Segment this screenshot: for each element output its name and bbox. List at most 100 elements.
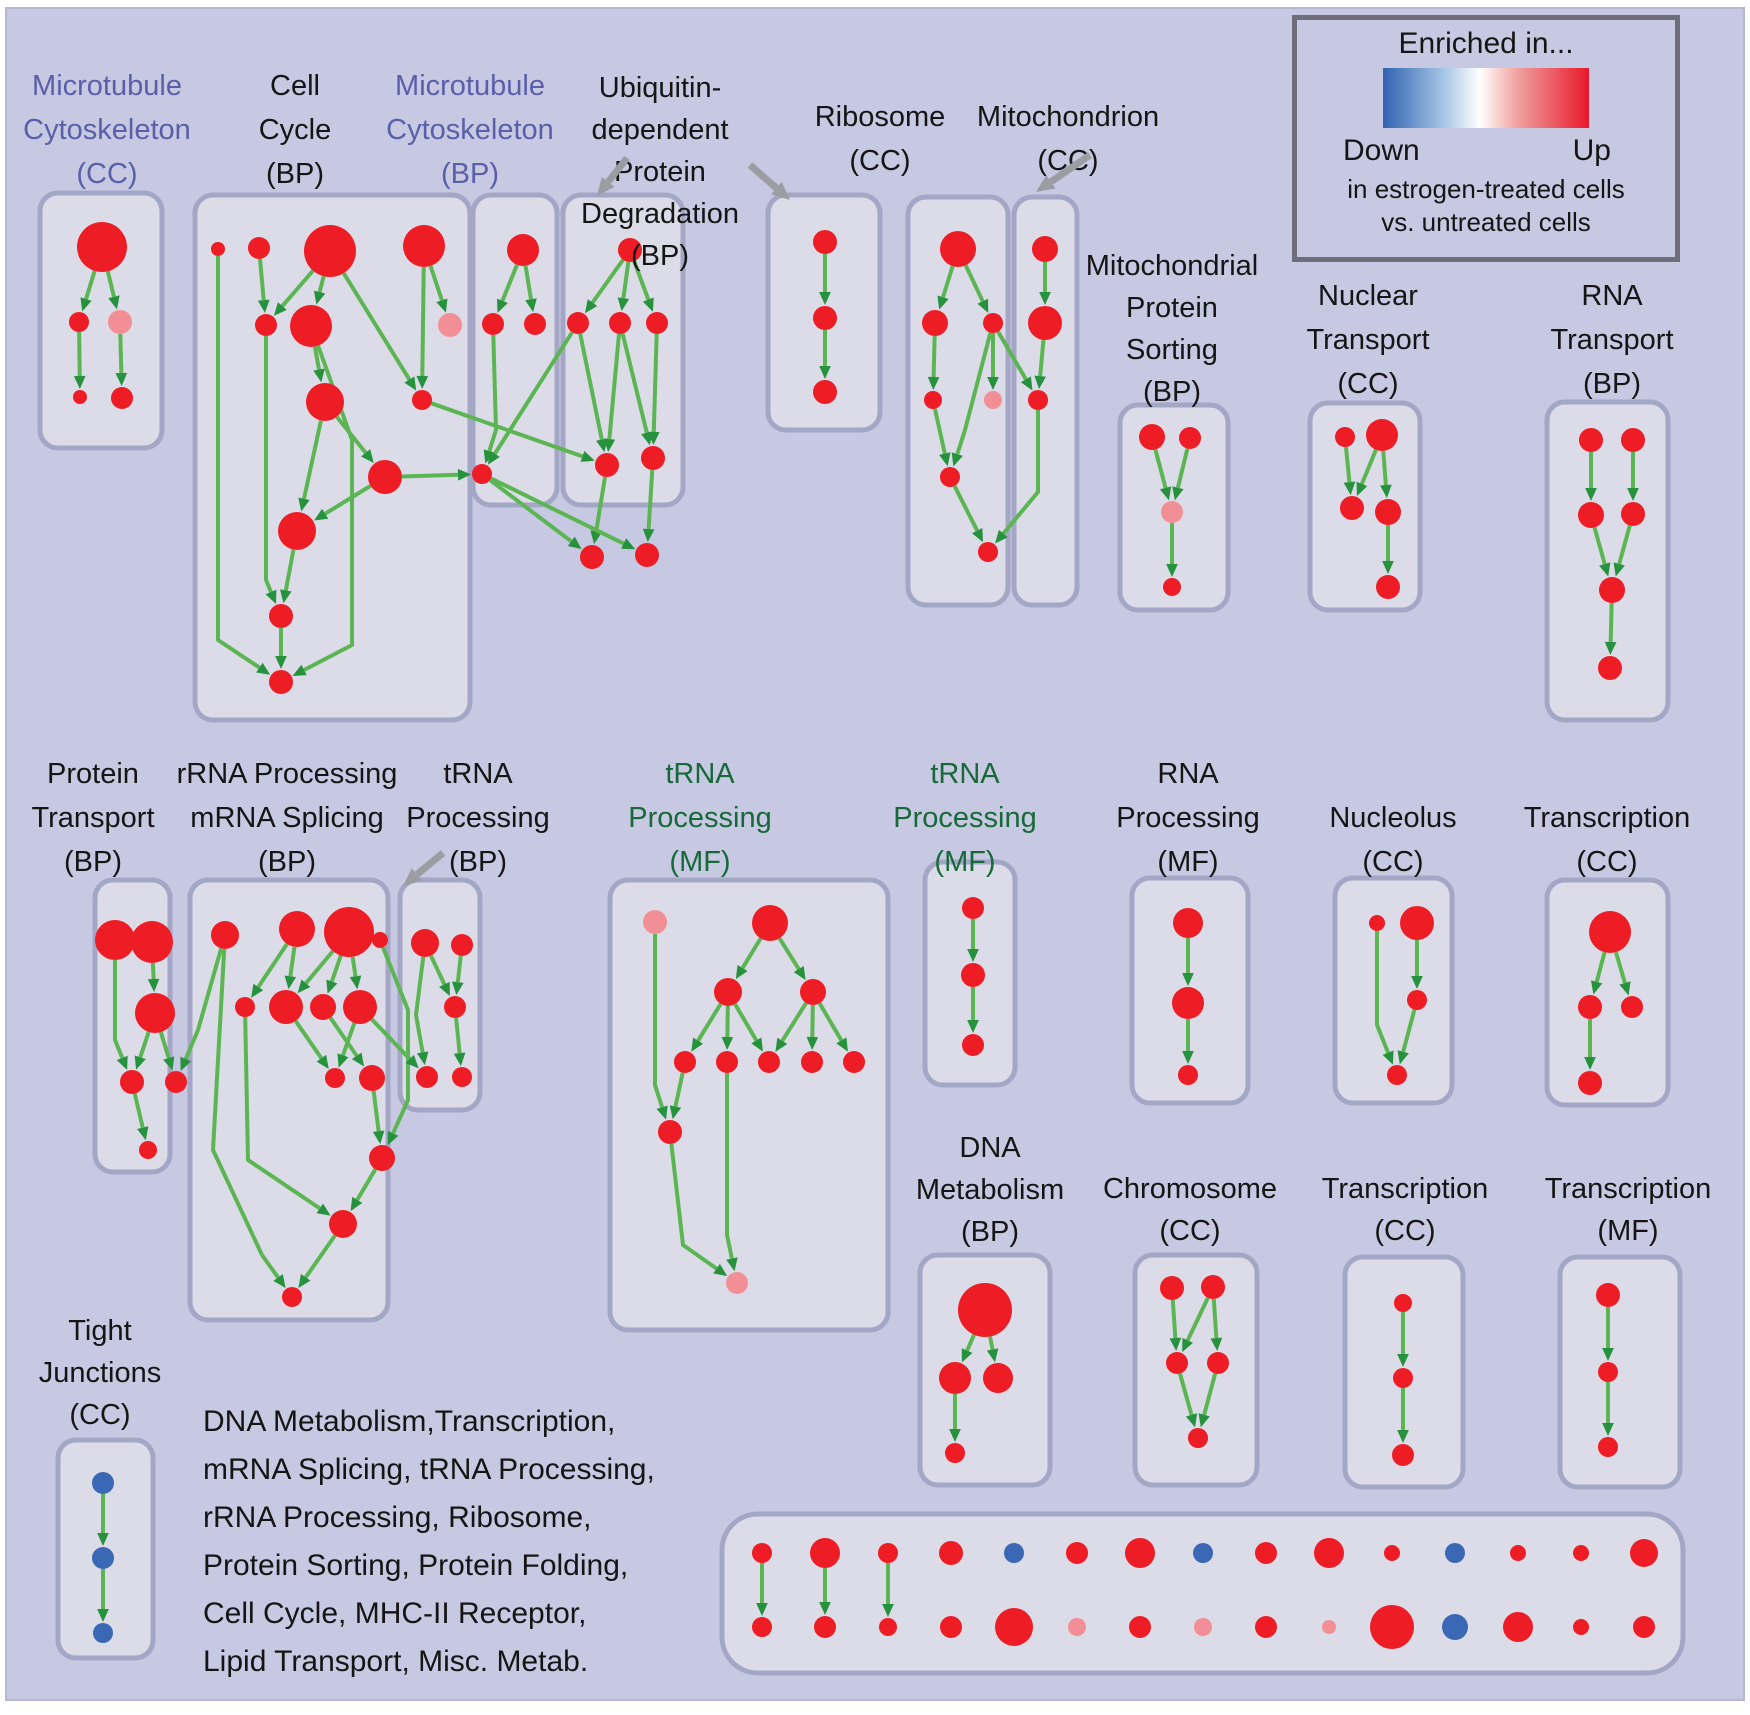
go-term-node	[1573, 1619, 1589, 1635]
go-term-node	[1160, 1276, 1184, 1300]
cluster-label-transcription-mf: Transcription (MF)	[1545, 1173, 1712, 1247]
cluster-label-mitochondrion-cc: Mitochondrion (CC)	[977, 101, 1159, 177]
edge-arrow	[965, 1333, 976, 1352]
edge-arrow	[594, 476, 608, 532]
go-term-node	[92, 1547, 114, 1569]
go-term-node	[1129, 1616, 1151, 1638]
go-term-node	[248, 237, 270, 259]
go-term-node	[1598, 1362, 1618, 1382]
cross-edge-arrow	[370, 1017, 412, 1061]
edge-arrow	[302, 420, 323, 500]
go-term-node	[1193, 1543, 1213, 1563]
edge-arrow-head	[1602, 1423, 1614, 1436]
edge-arrow-head	[525, 298, 537, 313]
edge-arrow	[341, 1022, 357, 1057]
go-term-node	[1589, 911, 1631, 953]
go-term-node	[1376, 575, 1400, 599]
go-term-node	[1578, 1071, 1602, 1095]
label-pointer-arrow	[605, 155, 630, 185]
go-term-node	[1598, 656, 1622, 680]
edge-arrow	[1360, 449, 1378, 485]
edge-arrow-head	[361, 449, 374, 463]
edge-arrow-head	[1159, 486, 1172, 501]
go-term-node	[73, 390, 87, 404]
edge-arrow-head	[108, 295, 120, 310]
go-term-node	[95, 920, 135, 960]
edge-arrow-head	[1210, 1337, 1223, 1352]
edge-arrow-head	[349, 975, 362, 990]
label-pointer-arrow-head	[403, 868, 423, 886]
edge-arrow-head	[1182, 1337, 1193, 1353]
go-term-node	[1596, 1283, 1620, 1307]
go-term-node	[69, 312, 89, 332]
cluster-box-trna-processing-mf-1	[607, 877, 891, 1333]
edge-arrow-head	[297, 979, 311, 994]
edge-arrow-head	[721, 1036, 734, 1051]
go-term-node	[452, 1067, 472, 1087]
edge-arrow	[84, 270, 97, 300]
edge-arrow	[341, 272, 412, 381]
go-term-node	[1375, 499, 1401, 525]
go-term-node	[961, 963, 985, 987]
edge-arrow	[952, 485, 979, 532]
edge-arrow-head	[939, 452, 951, 467]
edge-arrow	[780, 1001, 808, 1042]
go-term-node	[444, 996, 466, 1018]
cluster-label-trna-processing-mf-2: tRNA Processing (MF)	[893, 758, 1036, 878]
legend: Enriched in... Down Up in estrogen-treat…	[1292, 15, 1680, 262]
go-term-node	[324, 907, 374, 957]
go-term-node	[813, 230, 837, 254]
edge-arrow	[578, 333, 604, 440]
go-term-node	[618, 238, 642, 262]
edge-arrow	[1178, 1373, 1194, 1416]
cluster-box-microtubule-cytoskeleton-cc	[37, 190, 165, 451]
edge-arrow-head	[986, 1348, 999, 1363]
go-term-node	[962, 1034, 984, 1056]
edge-arrow-head	[163, 1056, 175, 1071]
go-term-node	[1633, 1616, 1655, 1638]
edge-arrow-head	[292, 664, 307, 676]
go-term-node	[165, 1071, 187, 1093]
edge-arrow-head	[275, 656, 287, 669]
go-term-node	[643, 910, 667, 934]
go-term-node	[1387, 1065, 1407, 1085]
go-term-node	[1255, 1542, 1277, 1564]
cross-edge-arrow-head	[405, 1054, 419, 1069]
go-term-node	[411, 929, 439, 957]
edge-arrow-head	[137, 1126, 149, 1141]
edge-arrow-head	[351, 1052, 365, 1067]
go-term-node	[131, 921, 173, 963]
go-term-node	[1173, 908, 1203, 938]
edge-arrow-head	[756, 1603, 768, 1616]
go-term-node	[1598, 1437, 1618, 1457]
edge-arrow-head	[1585, 488, 1597, 501]
cluster-label-cell-cycle-bp: Cell Cycle (BP)	[259, 70, 332, 190]
edge-arrow	[1202, 1373, 1218, 1416]
edge-arrow-head	[1380, 484, 1392, 499]
edge-arrow	[673, 1072, 685, 1107]
edge-arrow-head	[1591, 980, 1603, 995]
edge-arrow-head	[642, 528, 655, 543]
edge-arrow	[312, 346, 321, 370]
edge-arrow-head	[147, 978, 160, 993]
cross-edge-arrow	[996, 330, 1028, 381]
go-term-node	[139, 1141, 157, 1159]
edge-arrow-head	[793, 965, 806, 981]
go-term-node	[1407, 990, 1427, 1010]
edge-arrow	[264, 336, 273, 593]
edge-arrow	[941, 265, 955, 298]
go-term-node	[255, 314, 277, 336]
go-term-node	[658, 1120, 682, 1144]
go-term-node	[359, 1065, 385, 1091]
go-term-node	[1032, 236, 1058, 262]
cross-edge-arrow-head	[487, 450, 500, 465]
edge-arrow	[105, 270, 116, 298]
go-term-node	[1161, 501, 1183, 523]
edge-arrow-head	[97, 1533, 109, 1546]
edge-arrow-head	[116, 1055, 128, 1070]
edge-arrow-head	[1382, 1050, 1394, 1065]
edge-arrow	[118, 333, 124, 374]
go-term-node	[304, 225, 356, 277]
go-term-node	[879, 1618, 897, 1636]
edge-arrow-head	[836, 1037, 848, 1052]
